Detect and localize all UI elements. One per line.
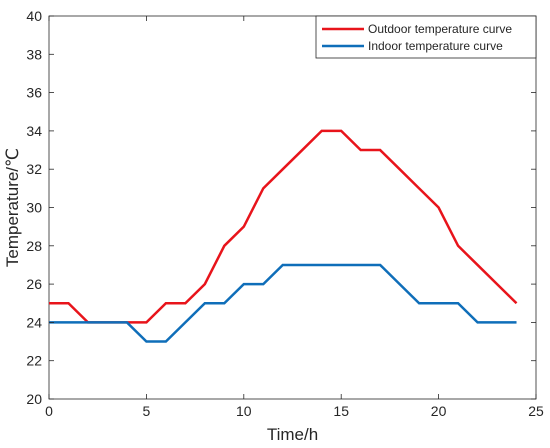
- y-tick-label: 38: [26, 46, 42, 62]
- x-tick-label: 25: [528, 403, 544, 419]
- y-tick-label: 22: [26, 353, 42, 369]
- y-tick-label: 24: [26, 314, 42, 330]
- y-tick-label: 28: [26, 238, 42, 254]
- y-tick-label: 30: [26, 200, 42, 216]
- legend: Outdoor temperature curve Indoor tempera…: [315, 15, 537, 59]
- x-tick-label: 5: [143, 403, 151, 419]
- x-tick-label: 15: [333, 403, 349, 419]
- y-tick-label: 36: [26, 85, 42, 101]
- x-tick-label: 0: [45, 403, 53, 419]
- plot-frame: [48, 15, 537, 400]
- y-tick-label: 20: [26, 391, 42, 407]
- y-tick-label: 32: [26, 161, 42, 177]
- x-axis-title: Time/h: [267, 425, 318, 444]
- y-tick-label: 26: [26, 276, 42, 292]
- y-axis-title: Temperature/℃: [3, 148, 22, 267]
- y-tick-label: 40: [26, 8, 42, 24]
- legend-label-indoor: Indoor temperature curve: [368, 39, 503, 53]
- series-layer: [48, 129, 518, 343]
- x-tick-label: 20: [431, 403, 447, 419]
- ticks-layer: 0 5 10 15 20 25 20 22 24 26 28 30 32 34 36 38 40: [26, 8, 544, 419]
- legend-box: [315, 15, 537, 59]
- x-tick-label: 10: [236, 403, 252, 419]
- y-tick-label: 34: [26, 123, 42, 139]
- plot-area-border: [48, 15, 537, 400]
- legend-label-outdoor: Outdoor temperature curve: [368, 22, 512, 36]
